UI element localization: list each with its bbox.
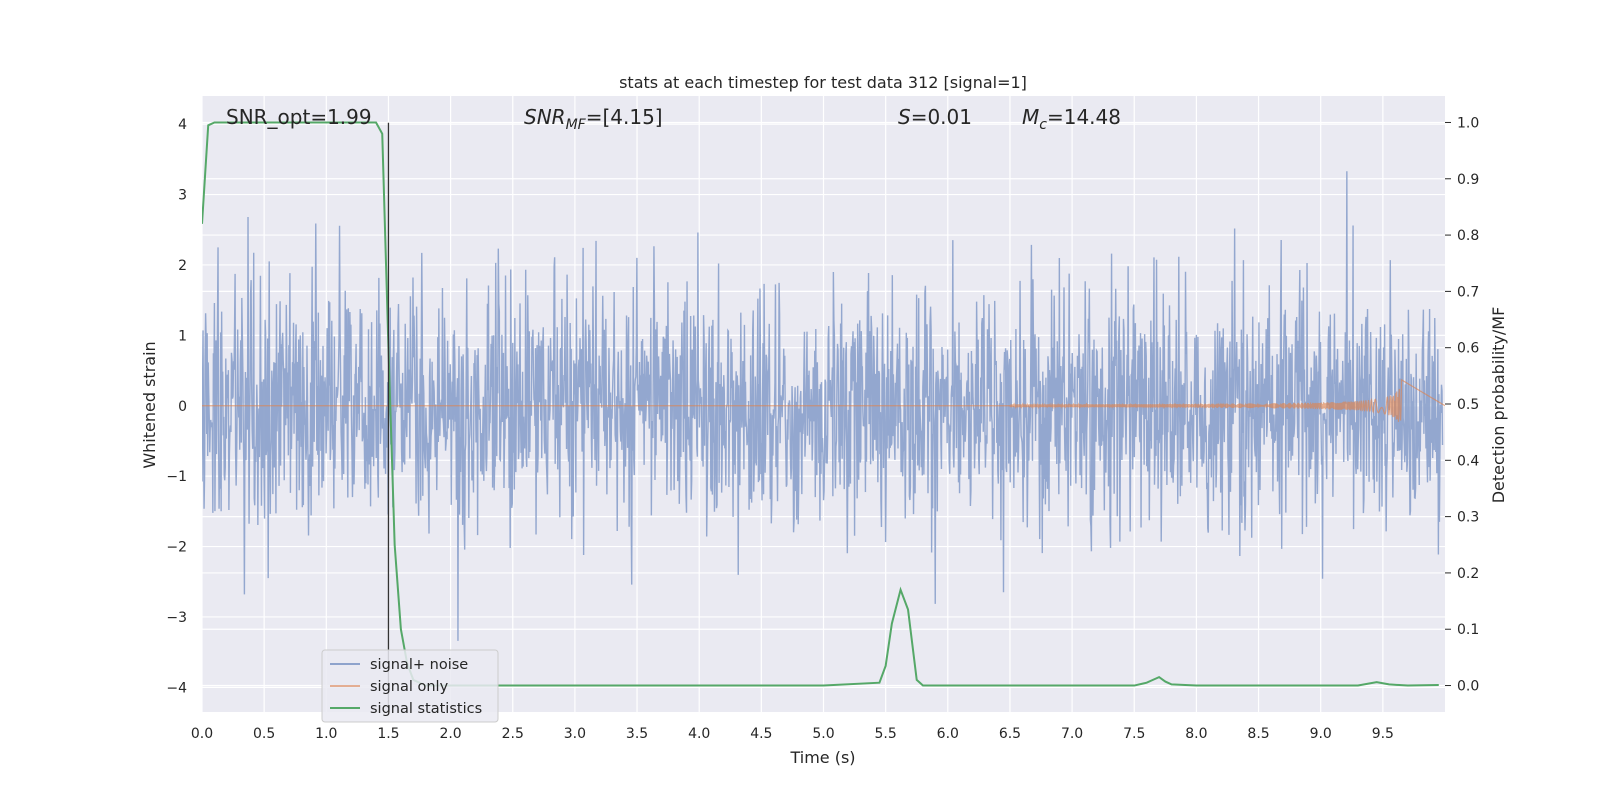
series-signal-only [202, 378, 1445, 422]
y-left-tick-label-5: −1 [166, 469, 187, 485]
x-tick-label-13: 6.5 [999, 726, 1021, 742]
y-left-tick-label-4: 0 [178, 399, 187, 415]
x-tick-label-14: 7.0 [1061, 726, 1083, 742]
x-tick-label-11: 5.5 [875, 726, 897, 742]
y-left-tick-label-8: −4 [166, 680, 187, 696]
y-right-tick-label-6: 0.4 [1457, 453, 1479, 469]
annotation-s: S=0.01 [898, 105, 972, 129]
series-signal-statistics [202, 121, 1439, 687]
y-right-tick-label-10: 0.0 [1457, 679, 1479, 695]
y-left-tick-label-2: 2 [178, 258, 187, 274]
snr-mf-subscript: MF [566, 117, 587, 133]
y-left-tick-label-6: −2 [166, 540, 187, 556]
x-tick-label-9: 4.5 [750, 726, 772, 742]
annotation-mc: Mc=14.48 [1022, 105, 1121, 133]
legend-entry-signal: signal only [370, 679, 449, 695]
mc-subscript: c [1039, 117, 1047, 133]
s-symbol: S [898, 105, 911, 129]
y-right-tick-label-2: 0.8 [1457, 228, 1479, 244]
x-tick-label-16: 8.0 [1185, 726, 1207, 742]
annotation-snr-opt: SNR_opt=1.99 [226, 105, 372, 129]
mc-value: =14.48 [1047, 105, 1121, 129]
y-left-tick-label-3: 1 [178, 328, 187, 344]
y-left-tick-labels: 4 3 2 1 0 −1 −2 −3 −4 [166, 117, 187, 696]
x-tick-label-17: 8.5 [1247, 726, 1269, 742]
y-right-tick-label-1: 0.9 [1457, 172, 1479, 188]
y-right-tick-label-5: 0.5 [1457, 397, 1479, 413]
x-tick-label-19: 9.5 [1372, 726, 1394, 742]
x-tick-label-5: 2.5 [502, 726, 524, 742]
x-tick-label-1: 0.5 [253, 726, 275, 742]
legend-entry-statistics: signal statistics [370, 701, 482, 717]
x-tick-label-12: 6.0 [937, 726, 959, 742]
y-left-tick-label-1: 3 [178, 188, 187, 204]
legend-entry-noise: signal+ noise [370, 657, 468, 673]
x-tick-label-15: 7.5 [1123, 726, 1145, 742]
x-tick-label-8: 4.0 [688, 726, 710, 742]
y-right-tick-label-8: 0.2 [1457, 566, 1479, 582]
s-value: =0.01 [911, 105, 972, 129]
series-signal-plus-noise [202, 171, 1444, 641]
x-tick-label-6: 3.0 [564, 726, 586, 742]
x-axis-label: Time (s) [789, 748, 855, 767]
x-tick-label-10: 5.0 [812, 726, 834, 742]
legend-box [321, 649, 499, 723]
y-right-tick-labels: 1.0 0.9 0.8 0.7 0.6 0.5 0.4 0.3 0.2 0.1 0.0 [1445, 115, 1479, 695]
y-left-tick-label-7: −3 [166, 610, 187, 626]
snr-mf-value: =[4.15] [586, 105, 663, 129]
x-tick-label-3: 1.5 [377, 726, 399, 742]
x-tick-label-7: 3.5 [626, 726, 648, 742]
x-tick-label-2: 1.0 [315, 726, 337, 742]
chart-title: stats at each timestep for test data 312… [619, 73, 1027, 92]
y-right-tick-label-7: 0.3 [1457, 510, 1479, 526]
x-tick-labels: 0.0 0.5 1.0 1.5 2.0 2.5 3.0 3.5 4.0 4.5 5.0 5.5 6.0 6… [191, 726, 1394, 742]
y-right-tick-label-3: 0.7 [1457, 284, 1479, 300]
legend: signal+ noise signal only signal statist… [321, 649, 499, 723]
y-right-tick-label-4: 0.6 [1457, 341, 1479, 357]
x-tick-label-0: 0.0 [191, 726, 213, 742]
x-tick-label-18: 9.0 [1310, 726, 1332, 742]
line-signal-statistics [202, 121, 1439, 687]
y-right-tick-label-0: 1.0 [1457, 115, 1479, 131]
line-signal-plus-noise [202, 171, 1444, 641]
y-axis-label-left: Whitened strain [140, 341, 159, 468]
y-axis-label-right: Detection probability/MF [1489, 307, 1508, 504]
annotation-snr-mf: SNRMF=[4.15] [524, 105, 663, 133]
x-tick-label-4: 2.0 [439, 726, 461, 742]
mc-symbol: M [1022, 105, 1039, 129]
y-left-tick-label-0: 4 [178, 117, 187, 133]
y-right-tick-label-9: 0.1 [1457, 622, 1479, 638]
snr-mf-symbol: SNR [524, 105, 566, 129]
line-signal-only [202, 378, 1445, 422]
